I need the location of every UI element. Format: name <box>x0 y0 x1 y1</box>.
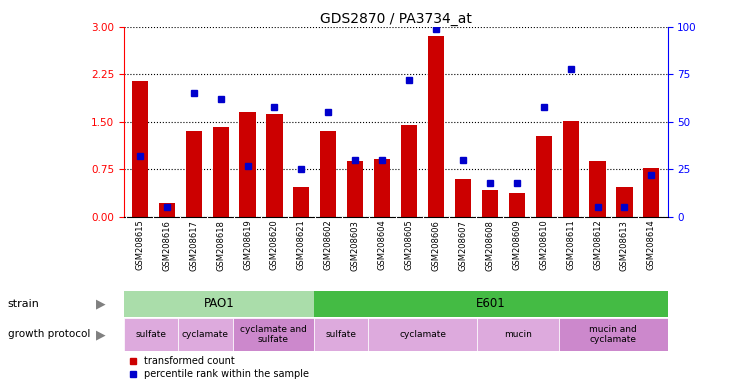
Bar <box>482 190 498 217</box>
Bar <box>314 318 368 351</box>
Bar <box>266 114 283 217</box>
Text: mucin: mucin <box>504 330 532 339</box>
Text: sulfate: sulfate <box>136 330 166 339</box>
Bar <box>509 193 525 217</box>
Bar <box>401 125 417 217</box>
Bar <box>132 81 148 217</box>
Text: ▶: ▶ <box>97 297 106 310</box>
Bar <box>212 127 229 217</box>
Bar <box>562 121 579 217</box>
Text: PAO1: PAO1 <box>203 297 234 310</box>
Text: sulfate: sulfate <box>326 330 357 339</box>
Bar <box>232 318 314 351</box>
Bar <box>559 318 668 351</box>
Text: GDS2870 / PA3734_at: GDS2870 / PA3734_at <box>320 12 472 25</box>
Bar <box>314 291 668 317</box>
Text: ▶: ▶ <box>97 328 106 341</box>
Bar <box>428 36 444 217</box>
Bar <box>477 318 559 351</box>
Text: strain: strain <box>8 299 39 309</box>
Text: mucin and
cyclamate: mucin and cyclamate <box>590 325 637 344</box>
Text: E601: E601 <box>476 297 506 310</box>
Bar <box>536 136 552 217</box>
Bar <box>320 131 337 217</box>
Bar <box>616 187 632 217</box>
Bar <box>293 187 310 217</box>
Bar <box>454 179 471 217</box>
Text: growth protocol: growth protocol <box>8 329 90 339</box>
Bar <box>347 161 363 217</box>
Bar <box>644 167 659 217</box>
Bar <box>368 318 477 351</box>
Bar <box>124 291 314 317</box>
Bar <box>239 113 256 217</box>
Bar <box>124 318 178 351</box>
Text: cyclamate: cyclamate <box>399 330 446 339</box>
Text: cyclamate and
sulfate: cyclamate and sulfate <box>240 325 307 344</box>
Text: cyclamate: cyclamate <box>182 330 229 339</box>
Bar <box>186 131 202 217</box>
Bar <box>590 161 605 217</box>
Legend: transformed count, percentile rank within the sample: transformed count, percentile rank withi… <box>128 356 309 379</box>
Bar <box>178 318 232 351</box>
Bar <box>374 159 390 217</box>
Bar <box>159 203 175 217</box>
